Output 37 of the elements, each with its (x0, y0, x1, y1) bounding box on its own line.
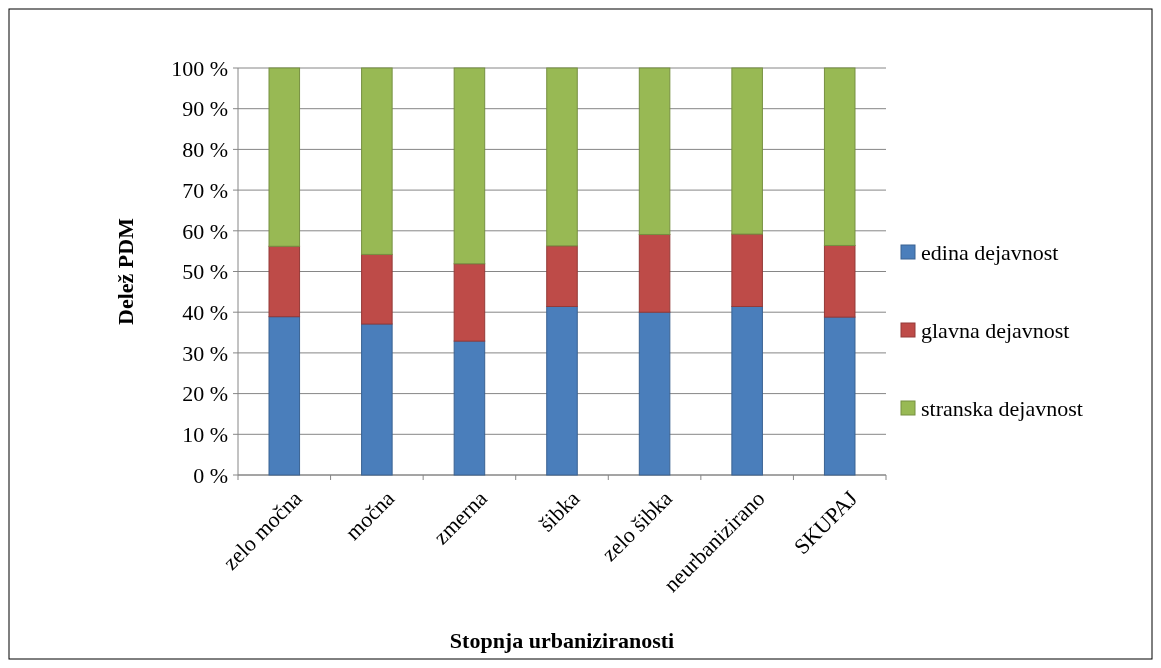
y-tick-label: 0 % (193, 462, 228, 488)
y-tick-label: 40 % (182, 299, 228, 325)
bar (638, 67, 671, 235)
bar (361, 323, 393, 476)
y-tick-label: 50 % (182, 259, 228, 285)
bar (268, 245, 301, 318)
bar (638, 311, 671, 476)
bar (453, 340, 486, 476)
bar (823, 244, 856, 318)
legend-label: glavna dejavnost (921, 317, 1070, 343)
bar (731, 233, 763, 307)
bar (823, 316, 856, 476)
bar (453, 67, 486, 265)
bar (731, 67, 763, 235)
y-tick-label: 20 % (182, 381, 228, 407)
y-tick-label: 100 % (171, 55, 228, 81)
bar (268, 316, 301, 476)
bar (268, 67, 301, 247)
y-tick-label: 70 % (182, 177, 228, 203)
bar (453, 263, 486, 342)
bar (361, 67, 393, 255)
legend-label: stranska dejavnost (921, 395, 1083, 421)
y-tick-label: 30 % (182, 340, 228, 366)
bar (546, 67, 578, 247)
bar (546, 245, 578, 307)
y-tick-label: 90 % (182, 96, 228, 122)
bar (638, 233, 671, 313)
x-axis-title: Stopnja urbaniziranosti (449, 628, 675, 653)
bar (823, 67, 856, 246)
y-tick-label: 80 % (182, 137, 228, 163)
bar (731, 306, 763, 476)
y-tick-label: 10 % (182, 422, 228, 447)
y-tick-label: 60 % (182, 218, 228, 244)
bar (546, 306, 578, 476)
y-axis-title: Delež PDM (113, 217, 138, 325)
bar (361, 253, 393, 325)
legend-label: edina dejavnost (921, 239, 1059, 265)
